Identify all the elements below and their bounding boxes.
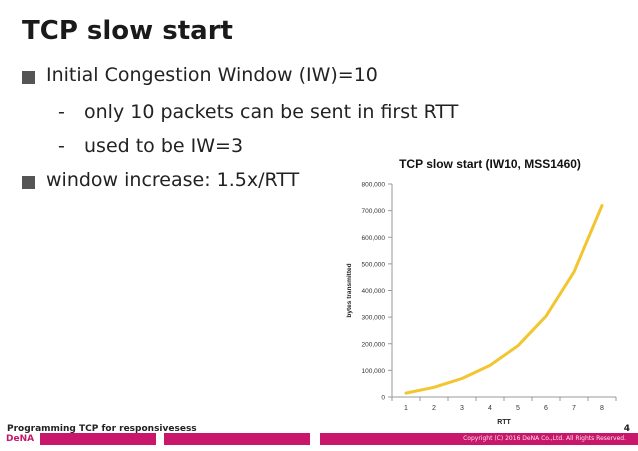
page-number: 4 bbox=[623, 424, 630, 434]
data-point bbox=[573, 271, 575, 273]
chart-title: TCP slow start (IW10, MSS1460) bbox=[399, 157, 581, 171]
bullet-item: window increase: 1.5x/RTT bbox=[46, 169, 300, 191]
footer-bar-segment bbox=[310, 433, 320, 445]
x-tick-label: 6 bbox=[544, 405, 548, 412]
square-bullet-icon bbox=[22, 176, 35, 189]
footer-title: Programming TCP for responsivesess bbox=[7, 424, 197, 434]
y-tick-label: 500,000 bbox=[362, 261, 386, 268]
sub-bullet-item: used to be IW=3 bbox=[84, 135, 244, 157]
data-point bbox=[601, 204, 603, 207]
x-tick-label: 4 bbox=[488, 405, 492, 412]
dash-bullet: - bbox=[58, 101, 65, 123]
logo-backing bbox=[0, 433, 40, 445]
dena-logo: DeNA bbox=[6, 434, 35, 444]
square-bullet-icon bbox=[22, 71, 35, 84]
y-tick-label: 200,000 bbox=[362, 341, 386, 348]
footer-bar-segment bbox=[320, 433, 638, 445]
slow-start-chart: TCP slow start (IW10, MSS1460) 0 100,000 20… bbox=[346, 157, 617, 426]
y-tick-label: 300,000 bbox=[362, 315, 386, 322]
data-point bbox=[405, 392, 407, 394]
x-tick-label: 8 bbox=[600, 405, 604, 412]
data-point bbox=[461, 377, 463, 380]
y-axis-label: bytes transmitted bbox=[346, 263, 353, 317]
y-tick-label: 600,000 bbox=[362, 235, 386, 242]
x-tick-label: 5 bbox=[516, 405, 520, 412]
dash-bullet: - bbox=[58, 135, 65, 157]
sub-bullet-item: only 10 packets can be sent in first RTT bbox=[84, 101, 459, 123]
y-tick-label: 800,000 bbox=[362, 182, 386, 189]
slide-title: TCP slow start bbox=[22, 16, 233, 46]
x-axis-label: RTT bbox=[497, 419, 511, 426]
y-tick-label: 700,000 bbox=[362, 208, 386, 215]
x-tick-label: 3 bbox=[460, 405, 464, 412]
x-tick-label: 7 bbox=[572, 405, 576, 412]
data-point bbox=[489, 364, 491, 367]
data-point bbox=[433, 386, 435, 389]
y-tick-label: 400,000 bbox=[362, 288, 386, 295]
data-point bbox=[517, 344, 519, 347]
copyright-text: Copyright (C) 2016 DeNA Co.,Ltd. All Rig… bbox=[463, 435, 626, 442]
series-line bbox=[404, 204, 604, 395]
footer-bar-segment bbox=[156, 433, 164, 445]
footer-color-bar bbox=[0, 433, 638, 445]
y-tick-label: 0 bbox=[381, 395, 385, 402]
data-point bbox=[545, 315, 547, 318]
x-tick-label: 2 bbox=[432, 405, 436, 412]
footer-bar-segment bbox=[164, 433, 310, 445]
y-tick-label: 100,000 bbox=[362, 368, 386, 375]
x-tick-label: 1 bbox=[404, 405, 408, 412]
bullet-item: Initial Congestion Window (IW)=10 bbox=[46, 64, 378, 86]
